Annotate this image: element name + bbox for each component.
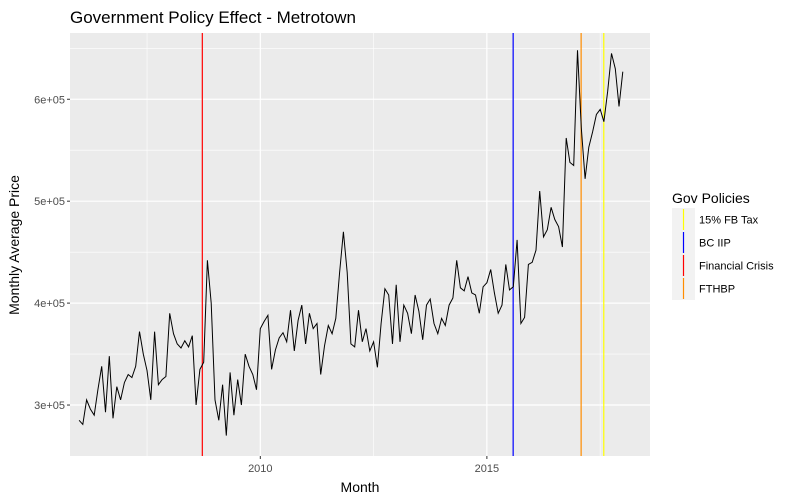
legend-label: 15% FB Tax (699, 215, 759, 227)
policy-vlines (201, 33, 605, 456)
legend-title: Gov Policies (672, 190, 750, 206)
plot-panel (70, 33, 650, 456)
y-tick-label: 5e+05 (34, 196, 65, 208)
gridlines (70, 33, 650, 456)
legend-label: FTHBP (699, 284, 735, 296)
y-tick-label: 3e+05 (34, 400, 65, 412)
x-tick-label: 2015 (475, 463, 499, 475)
y-axis-ticks: 3e+05 4e+05 5e+05 6e+05 (34, 94, 70, 412)
price-series-line (78, 50, 624, 436)
y-axis-title: Monthly Average Price (6, 175, 22, 315)
legend-label: Financial Crisis (699, 261, 774, 273)
x-tick-label: 2010 (248, 463, 272, 475)
y-tick-label: 4e+05 (34, 298, 65, 310)
legend: Gov Policies 15% FB Tax BC IIP Financial C… (672, 190, 774, 300)
y-tick-label: 6e+05 (34, 94, 65, 106)
x-axis-ticks: 2010 2015 (248, 456, 499, 475)
chart-title: Government Policy Effect - Metrotown (70, 8, 356, 27)
legend-label: BC IIP (699, 238, 731, 250)
x-axis-title: Month (341, 479, 380, 495)
